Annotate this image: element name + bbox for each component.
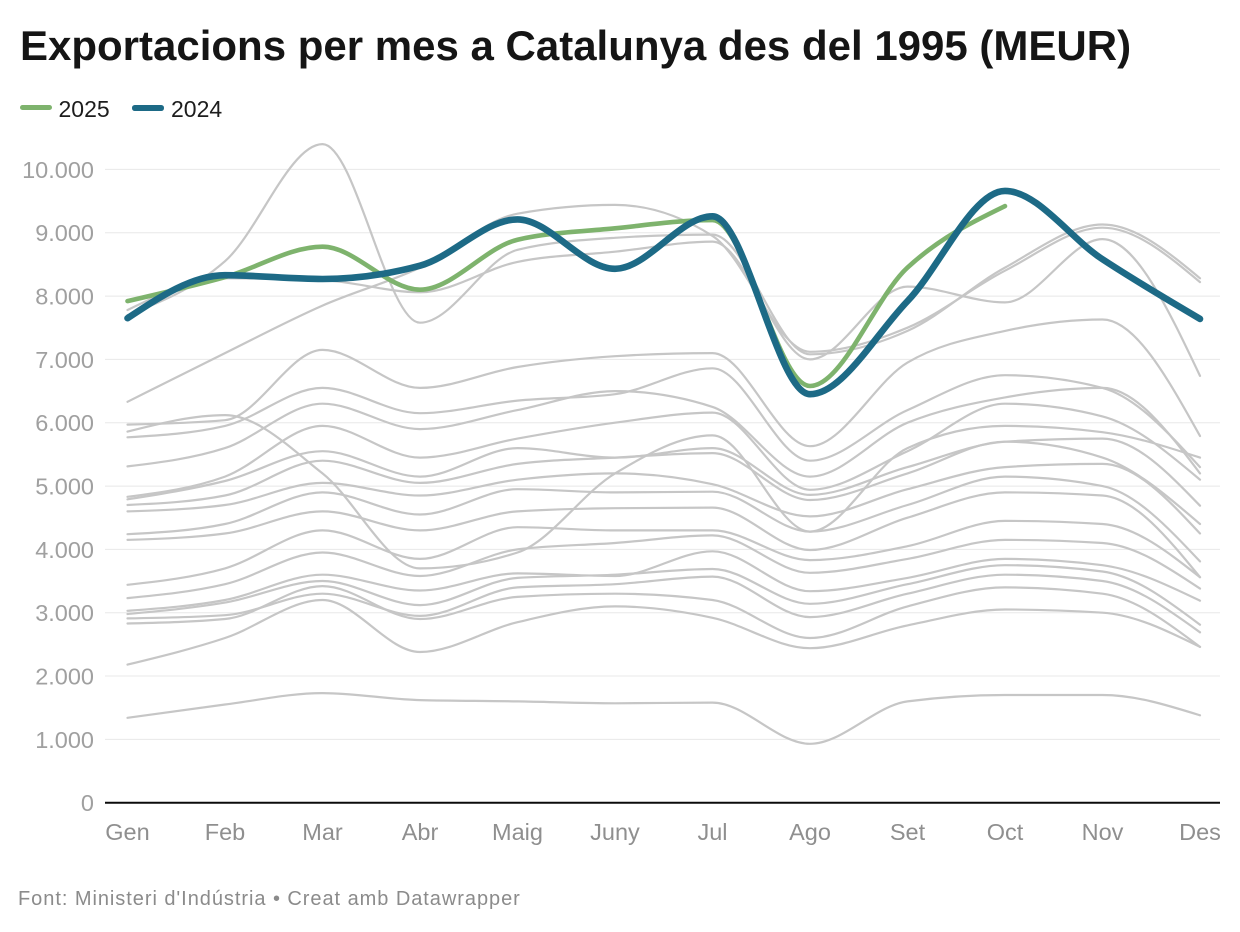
svg-text:Des: Des: [1179, 819, 1221, 845]
svg-text:4.000: 4.000: [35, 537, 94, 563]
svg-text:0: 0: [81, 790, 94, 816]
svg-text:5.000: 5.000: [35, 474, 94, 500]
svg-text:Abr: Abr: [402, 819, 439, 845]
svg-text:Juny: Juny: [590, 819, 640, 845]
svg-text:Oct: Oct: [987, 819, 1024, 845]
svg-text:Nov: Nov: [1082, 819, 1124, 845]
svg-text:8.000: 8.000: [35, 284, 94, 310]
svg-text:Feb: Feb: [205, 819, 246, 845]
svg-text:9.000: 9.000: [35, 220, 94, 246]
svg-text:2.000: 2.000: [35, 664, 94, 690]
svg-text:1.000: 1.000: [35, 727, 94, 753]
svg-text:3.000: 3.000: [35, 600, 94, 626]
svg-text:Set: Set: [890, 819, 926, 845]
svg-text:6.000: 6.000: [35, 410, 94, 436]
svg-text:10.000: 10.000: [22, 157, 94, 183]
svg-text:Jul: Jul: [697, 819, 727, 845]
svg-text:Maig: Maig: [492, 819, 543, 845]
svg-text:Mar: Mar: [302, 819, 343, 845]
svg-text:Ago: Ago: [789, 819, 831, 845]
svg-text:Gen: Gen: [105, 819, 149, 845]
svg-text:7.000: 7.000: [35, 347, 94, 373]
